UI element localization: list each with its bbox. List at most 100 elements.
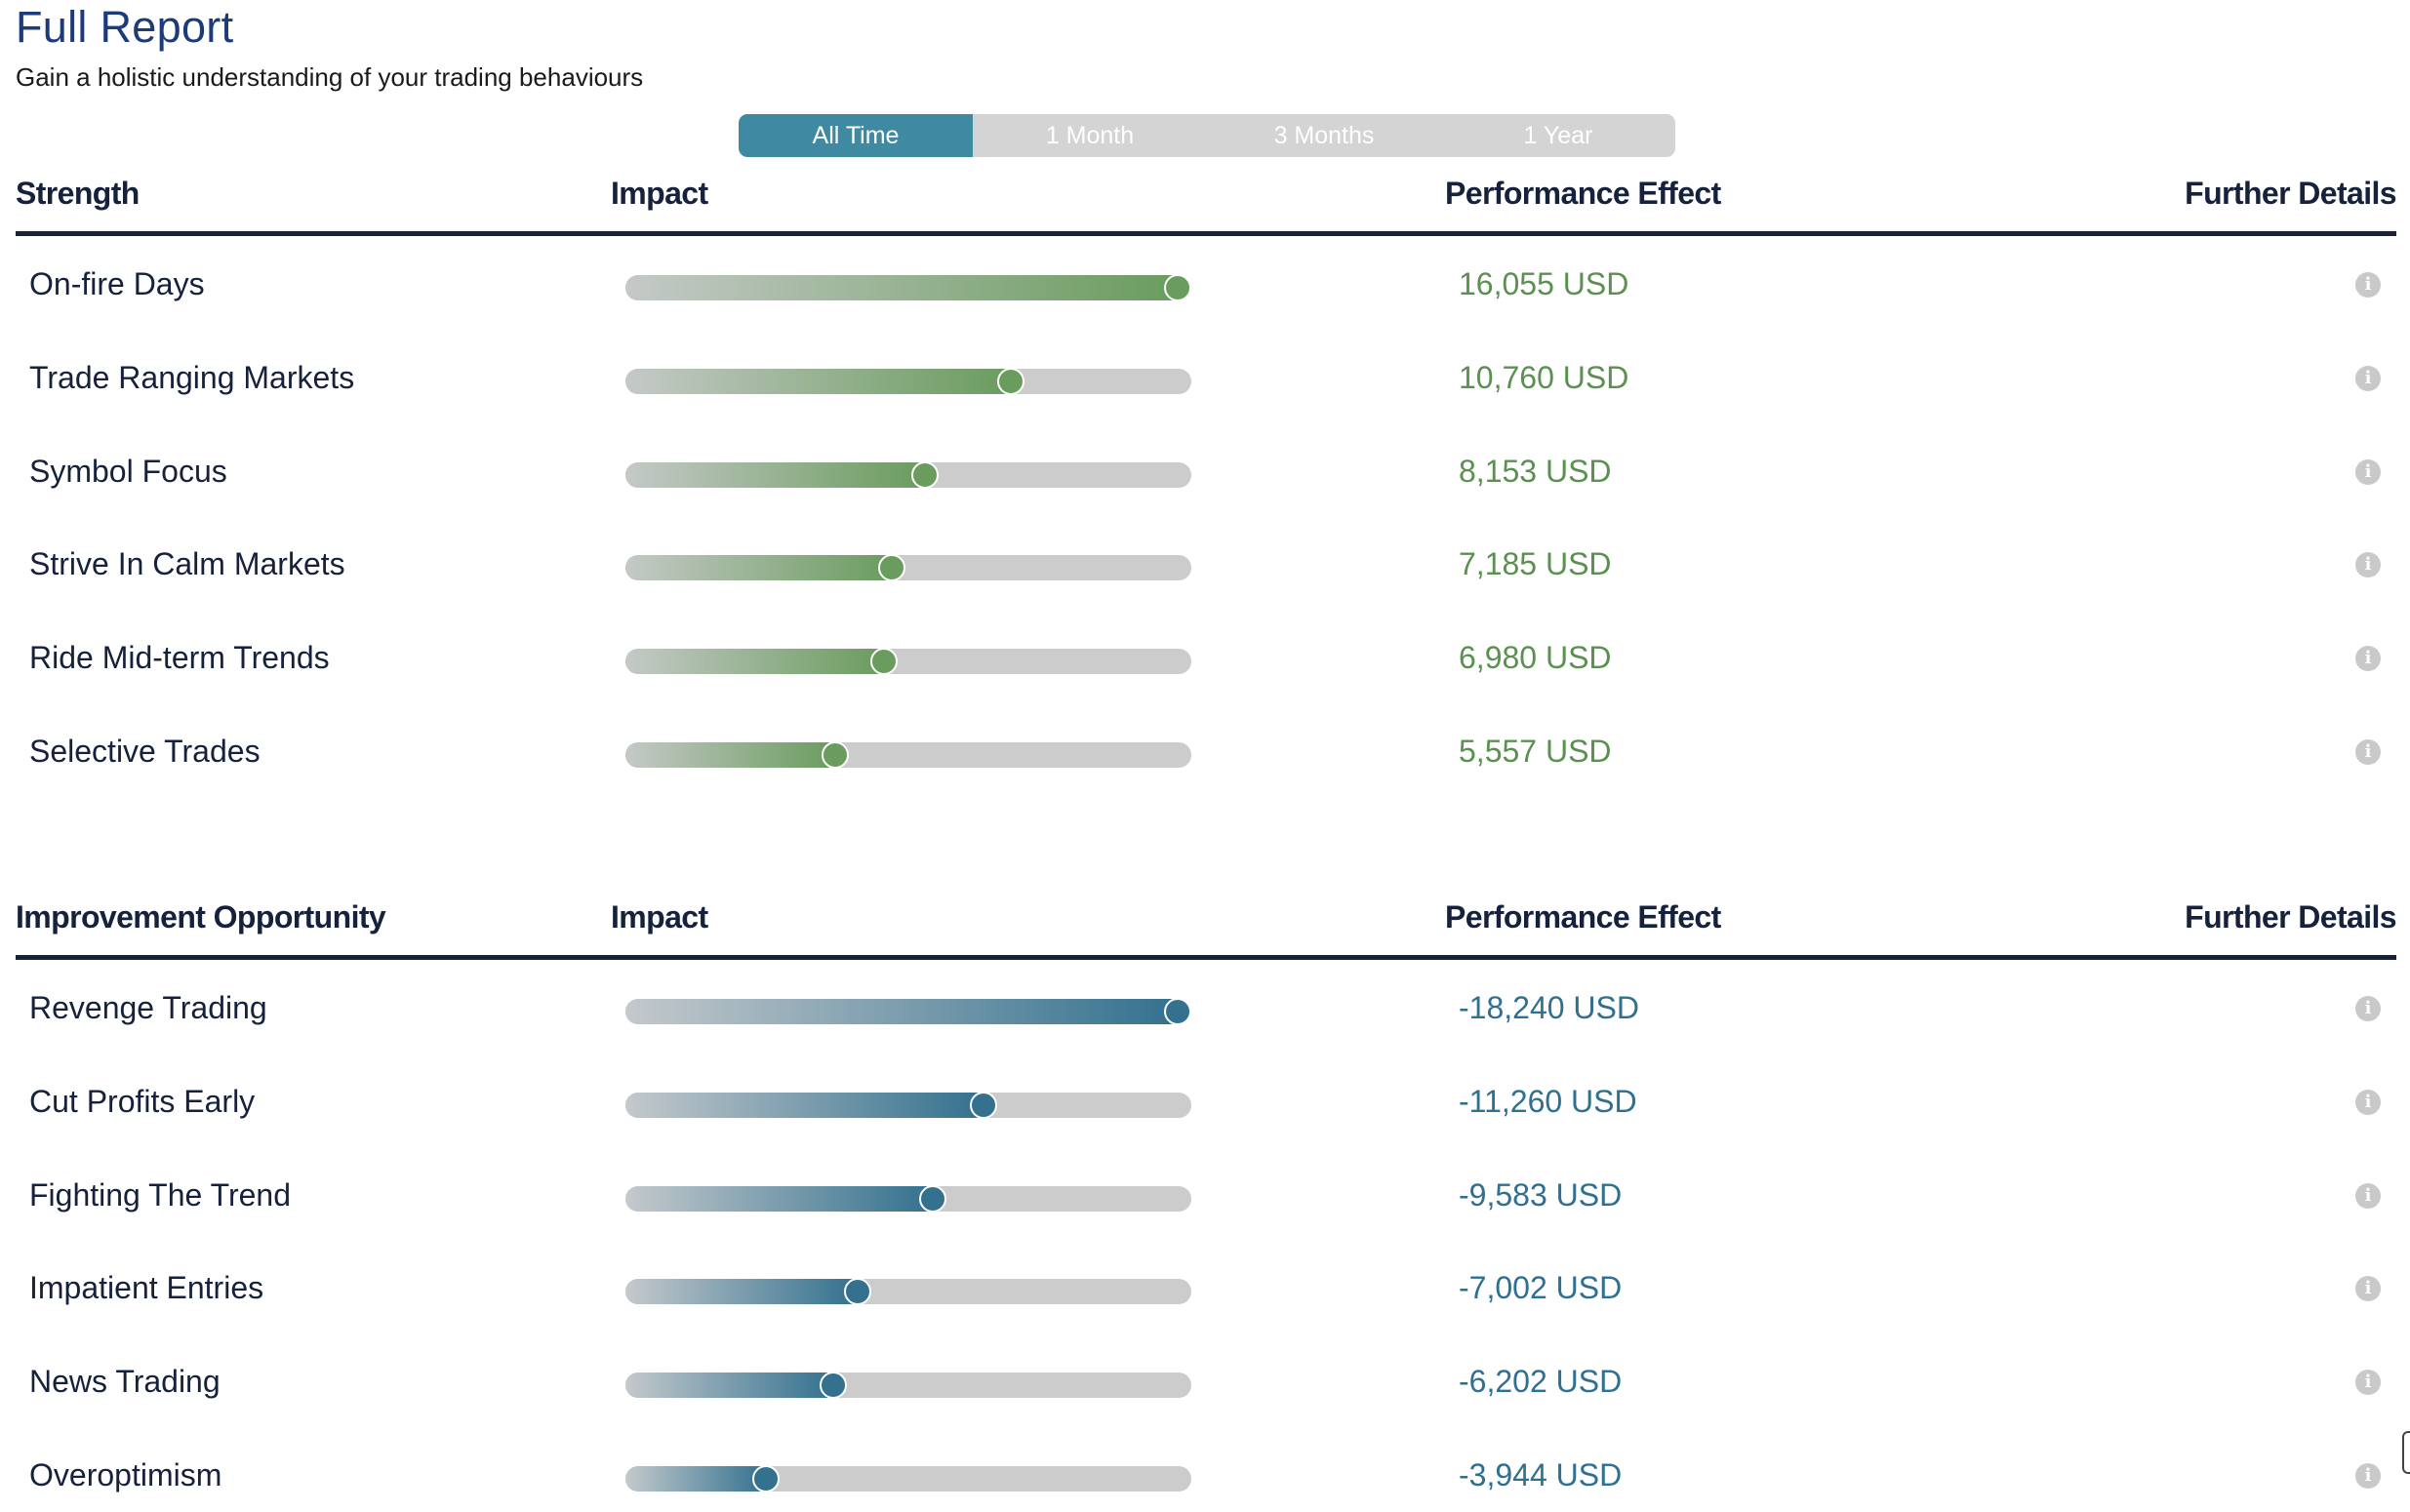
- table-row: Symbol Focus 8,153 USD i: [16, 423, 2396, 517]
- tab-all-time[interactable]: All Time: [739, 114, 973, 157]
- row-label: On-fire Days: [29, 266, 205, 301]
- row-label: Trade Ranging Markets: [29, 359, 355, 395]
- table-row: Fighting The Trend -9,583 USD i: [16, 1147, 2396, 1241]
- impact-bar: [625, 367, 1191, 395]
- impact-bar-knob: [1164, 998, 1191, 1025]
- impact-bar-knob: [870, 648, 899, 676]
- table-row: Impatient Entries -7,002 USD i: [16, 1240, 2396, 1333]
- row-label: Impatient Entries: [29, 1270, 264, 1306]
- impact-bar: [625, 998, 1191, 1025]
- row-label: Selective Trades: [29, 733, 261, 769]
- impact-bar-knob: [918, 1184, 946, 1213]
- scroll-handle[interactable]: [2402, 1431, 2410, 1474]
- table-row: Cut Profits Early -11,260 USD i: [16, 1054, 2396, 1147]
- impact-bar-fill: [625, 1092, 984, 1118]
- impact-bar-knob: [970, 1091, 998, 1119]
- performance-value: 6,980 USD: [1459, 640, 1612, 676]
- performance-value: 7,185 USD: [1459, 546, 1612, 582]
- page-subtitle: Gain a holistic understanding of your tr…: [16, 62, 644, 92]
- table-row: Selective Trades 5,557 USD i: [16, 703, 2396, 797]
- period-selector: All Time 1 Month 3 Months 1 Year: [739, 114, 1675, 157]
- info-icon[interactable]: i: [2355, 738, 2381, 765]
- row-label: Symbol Focus: [29, 453, 227, 489]
- performance-value: -7,002 USD: [1459, 1270, 1623, 1306]
- performance-value: -9,583 USD: [1459, 1176, 1623, 1213]
- impact-bar-fill: [625, 555, 893, 581]
- improvements-rows: Revenge Trading -18,240 USD i Cut Profits E…: [16, 960, 2396, 1512]
- table-row: Revenge Trading -18,240 USD i: [16, 960, 2396, 1054]
- performance-value: -3,944 USD: [1459, 1456, 1623, 1492]
- info-icon[interactable]: i: [2355, 272, 2381, 298]
- table-row: Trade Ranging Markets 10,760 USD i: [16, 330, 2396, 423]
- table-row: Overoptimism -3,944 USD i: [16, 1427, 2396, 1512]
- performance-value: 5,557 USD: [1459, 733, 1612, 769]
- info-icon[interactable]: i: [2355, 365, 2381, 391]
- impact-bar: [625, 648, 1191, 676]
- impact-bar: [625, 554, 1191, 582]
- page-title: Full Report: [16, 2, 234, 52]
- info-icon[interactable]: i: [2355, 1370, 2381, 1396]
- info-icon[interactable]: i: [2355, 1182, 2381, 1209]
- performance-value: -6,202 USD: [1459, 1364, 1623, 1400]
- strengths-header: Strength Impact Performance Effect Furth…: [16, 168, 2397, 236]
- row-label: Cut Profits Early: [29, 1083, 256, 1119]
- strength-column-header: Strength: [16, 176, 140, 211]
- impact-bar-fill: [625, 1185, 933, 1212]
- impact-bar-fill: [625, 999, 1178, 1024]
- impact-bar-fill: [625, 649, 885, 675]
- impact-column-header: Impact: [611, 176, 708, 211]
- performance-value: 8,153 USD: [1459, 453, 1612, 489]
- info-icon[interactable]: i: [2355, 1462, 2381, 1489]
- improvements-header: Improvement Opportunity Impact Performan…: [16, 892, 2397, 960]
- info-icon[interactable]: i: [2355, 646, 2381, 672]
- impact-column-header: Impact: [611, 899, 708, 935]
- performance-column-header: Performance Effect: [1445, 176, 1721, 211]
- impact-bar-fill: [625, 1373, 833, 1399]
- tab-3-months[interactable]: 3 Months: [1273, 121, 1375, 149]
- table-row: On-fire Days 16,055 USD i: [16, 236, 2396, 330]
- performance-value: -11,260 USD: [1459, 1083, 1637, 1119]
- info-icon[interactable]: i: [2355, 552, 2381, 578]
- row-label: News Trading: [29, 1364, 221, 1400]
- impact-bar-knob: [819, 1372, 847, 1400]
- table-row: Ride Mid-term Trends 6,980 USD i: [16, 610, 2396, 703]
- improvements-table: Improvement Opportunity Impact Performan…: [16, 892, 2397, 1512]
- row-label: Fighting The Trend: [29, 1176, 292, 1213]
- performance-value: -18,240 USD: [1459, 990, 1639, 1025]
- row-label: Overoptimism: [29, 1456, 222, 1492]
- impact-bar: [625, 1184, 1191, 1213]
- info-icon[interactable]: i: [2355, 1276, 2381, 1302]
- details-column-header: Further Details: [2185, 176, 2396, 211]
- impact-bar: [625, 274, 1191, 301]
- table-row: Strive In Calm Markets 7,185 USD i: [16, 516, 2396, 610]
- info-icon[interactable]: i: [2355, 1089, 2381, 1115]
- performance-value: 10,760 USD: [1459, 359, 1629, 395]
- impact-bar-knob: [996, 367, 1024, 395]
- impact-bar-fill: [625, 1279, 858, 1305]
- impact-bar-knob: [843, 1278, 871, 1306]
- info-icon[interactable]: i: [2355, 458, 2381, 485]
- impact-bar-fill: [625, 368, 1011, 394]
- performance-column-header: Performance Effect: [1445, 899, 1721, 935]
- impact-bar-fill: [625, 275, 1178, 300]
- row-label: Revenge Trading: [29, 990, 267, 1025]
- impact-bar: [625, 740, 1191, 769]
- row-label: Ride Mid-term Trends: [29, 640, 330, 676]
- tab-1-month[interactable]: 1 Month: [1045, 121, 1135, 149]
- strengths-rows: On-fire Days 16,055 USD i Trade Ranging Mar…: [16, 236, 2396, 797]
- impact-bar: [625, 1372, 1191, 1400]
- table-row: News Trading -6,202 USD i: [16, 1333, 2396, 1427]
- tab-1-year[interactable]: 1 Year: [1523, 121, 1593, 149]
- impact-bar: [625, 460, 1191, 489]
- impact-bar: [625, 1464, 1191, 1492]
- strengths-table: Strength Impact Performance Effect Furth…: [16, 168, 2397, 797]
- row-label: Strive In Calm Markets: [29, 546, 345, 582]
- impact-bar-fill: [625, 1465, 766, 1492]
- performance-value: 16,055 USD: [1459, 266, 1629, 301]
- info-icon[interactable]: i: [2355, 996, 2381, 1021]
- impact-bar-fill: [625, 741, 836, 768]
- impact-bar-knob: [822, 740, 850, 769]
- impact-bar-knob: [751, 1464, 780, 1492]
- impact-bar-fill: [625, 461, 925, 488]
